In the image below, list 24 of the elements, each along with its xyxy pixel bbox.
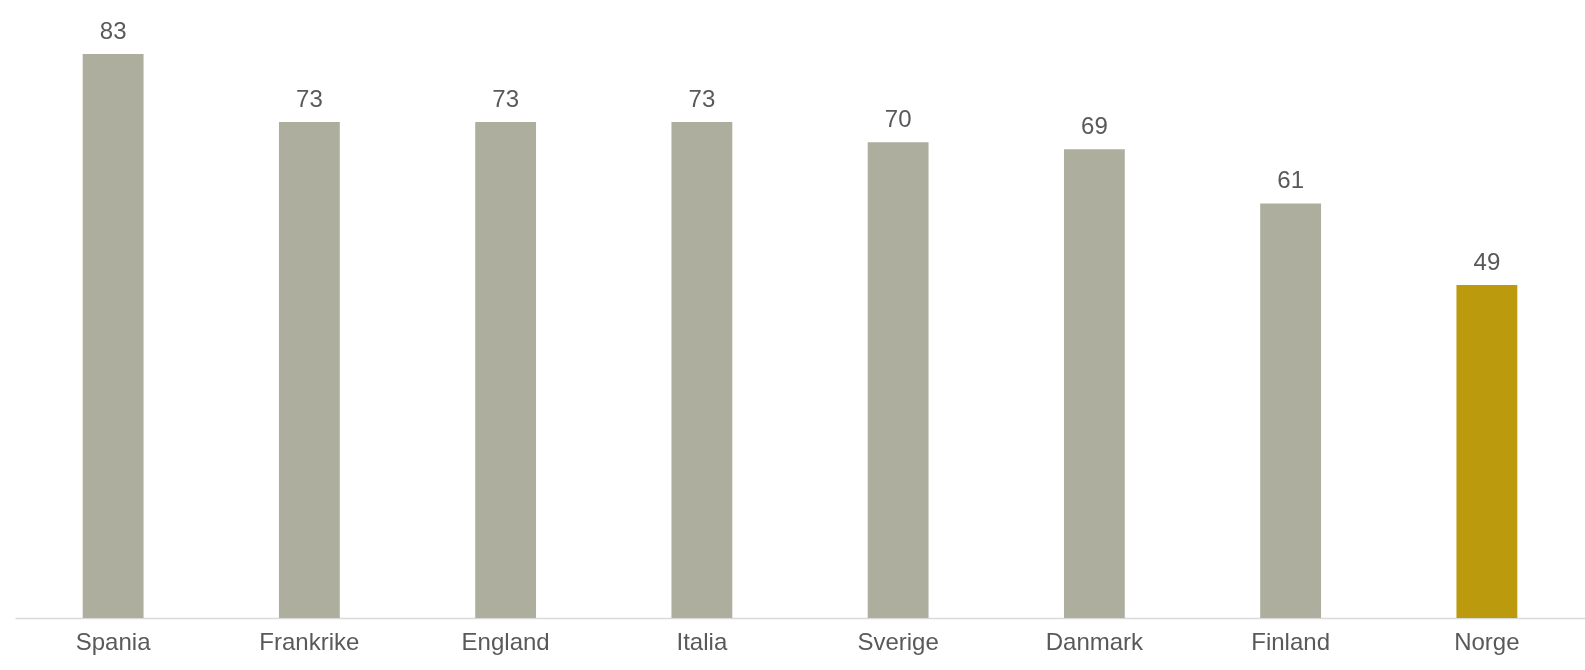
data-label: 73 <box>296 84 323 112</box>
data-label: 69 <box>1081 112 1108 140</box>
x-tick-label: England <box>461 627 550 655</box>
bar <box>82 54 144 618</box>
x-tick-label: Sverige <box>857 627 939 655</box>
data-label: 83 <box>99 17 127 44</box>
bar <box>475 121 537 618</box>
bar <box>671 121 733 618</box>
data-label: 70 <box>884 105 912 133</box>
x-tick-label: Frankrike <box>259 627 360 655</box>
bar <box>867 142 929 618</box>
bar <box>278 121 340 618</box>
x-tick-label: Finland <box>1251 627 1330 655</box>
data-label: 73 <box>492 84 519 112</box>
bar <box>1260 203 1322 618</box>
bar <box>1063 149 1125 618</box>
x-tick-label: Italia <box>676 627 728 655</box>
bar <box>1456 285 1518 618</box>
data-label: 73 <box>688 84 716 112</box>
data-label: 49 <box>1473 248 1501 276</box>
x-tick-label: Norge <box>1454 627 1520 655</box>
data-label: 61 <box>1277 166 1304 194</box>
x-tick-label: Spania <box>75 627 152 655</box>
x-tick-label: Danmark <box>1045 627 1145 655</box>
